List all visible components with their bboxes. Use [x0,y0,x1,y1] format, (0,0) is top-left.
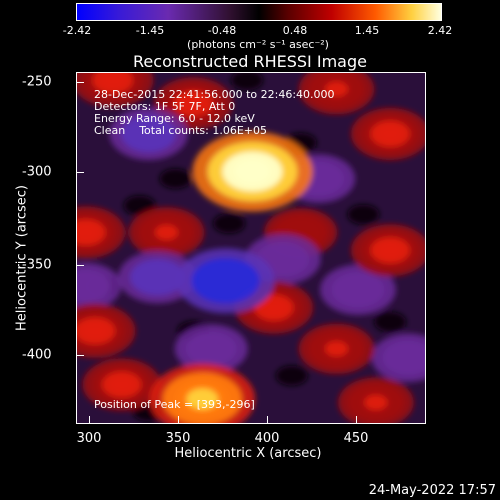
emission-blob [325,81,348,97]
negative-blob [77,269,111,303]
colorbar-tick: -1.45 [135,24,165,37]
x-tick-label: 350 [165,431,191,446]
colorbar-tick: 0.48 [282,24,308,37]
heatmap-trough [231,73,264,91]
heatmap-trough [275,365,308,386]
y-tick-mark [76,172,84,173]
peak-position-text: Position of Peak = [393,-296] [94,398,255,411]
colorbar-tick: -0.48 [207,24,237,37]
emission-blob [262,299,286,316]
method-counts-text: Clean Total counts: 1.06E+05 [94,124,268,137]
emission-blob [155,224,178,240]
x-tick-label: 400 [254,431,280,446]
energy-range-text: Energy Range: 6.0 - 12.0 keV [94,112,255,125]
y-axis-label: Heliocentric Y (arcsec) [14,185,30,331]
emission-blob [181,95,206,112]
negative-blob [331,271,385,308]
negative-blob [191,257,260,304]
x-tick-label: 300 [76,431,102,446]
y-tick-label: -400 [22,347,52,363]
emission-blob [234,159,271,184]
detectors-text: Detectors: 1F 5F 7F, Att 0 [94,100,236,113]
emission-blob [77,224,98,241]
heatmap-area [77,73,426,424]
emission-blob [364,394,388,411]
date-stamp: 24-May-2022 17:57 [368,483,496,498]
colorbar-unit-label: (photons cm⁻² s⁻¹ asec⁻²) [187,38,329,51]
x-tick-mark [356,416,357,424]
x-tick-mark [89,416,90,424]
y-tick-label: -350 [22,257,52,273]
x-tick-mark [267,416,268,424]
emission-blob [100,73,125,89]
emission-blob [378,242,402,259]
colorbar-tick: 1.45 [354,24,380,37]
x-tick-label: 450 [343,431,369,446]
heatmap-trough [347,204,380,225]
colorbar-tick: -2.42 [62,24,92,37]
heatmap-trough [374,311,407,332]
colorbar-tick: 2.42 [427,24,453,37]
y-tick-label: -300 [22,164,52,180]
y-tick-mark [76,355,84,356]
heatmap-svg [77,73,426,424]
negative-blob [185,331,237,366]
emission-blob [378,126,402,142]
heatmap-trough [159,168,192,189]
x-tick-mark [178,416,179,424]
x-axis-label: Heliocentric X (arcsec) [174,446,322,461]
negative-blob [130,258,186,296]
colorbar [76,3,442,21]
negative-blob [382,340,426,375]
y-tick-mark [76,265,84,266]
emission-blob [325,341,348,357]
emission-blob [82,322,108,340]
y-tick-mark [76,82,84,83]
heatmap-trough [213,213,246,234]
emission-blob [186,388,219,410]
time-range-text: 28-Dec-2015 22:41:56.000 to 22:46:40.000 [94,88,335,101]
chart-title: Reconstructed RHESSI Image [133,52,367,71]
negative-blob [121,115,177,153]
y-tick-label: -250 [22,74,52,90]
emission-blob [109,376,134,393]
